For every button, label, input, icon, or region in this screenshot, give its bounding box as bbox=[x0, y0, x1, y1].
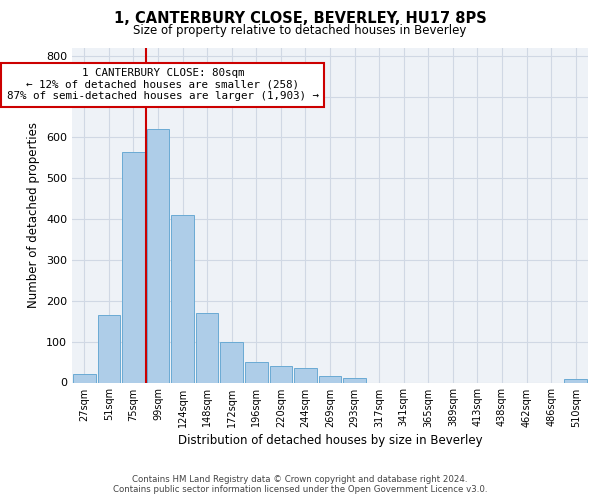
Bar bbox=[319, 376, 341, 382]
Bar bbox=[196, 313, 218, 382]
X-axis label: Distribution of detached houses by size in Beverley: Distribution of detached houses by size … bbox=[178, 434, 482, 446]
Bar bbox=[171, 215, 194, 382]
Bar bbox=[343, 378, 366, 382]
Bar bbox=[122, 152, 145, 382]
Text: Size of property relative to detached houses in Beverley: Size of property relative to detached ho… bbox=[133, 24, 467, 37]
Bar bbox=[245, 362, 268, 382]
Bar bbox=[269, 366, 292, 382]
Text: 1, CANTERBURY CLOSE, BEVERLEY, HU17 8PS: 1, CANTERBURY CLOSE, BEVERLEY, HU17 8PS bbox=[113, 11, 487, 26]
Bar bbox=[220, 342, 243, 382]
Bar bbox=[73, 374, 95, 382]
Bar bbox=[98, 315, 120, 382]
Bar bbox=[565, 379, 587, 382]
Text: 1 CANTERBURY CLOSE: 80sqm
← 12% of detached houses are smaller (258)
87% of semi: 1 CANTERBURY CLOSE: 80sqm ← 12% of detac… bbox=[7, 68, 319, 101]
Y-axis label: Number of detached properties: Number of detached properties bbox=[28, 122, 40, 308]
Text: Contains HM Land Registry data © Crown copyright and database right 2024.
Contai: Contains HM Land Registry data © Crown c… bbox=[113, 474, 487, 494]
Bar bbox=[294, 368, 317, 382]
Bar bbox=[146, 129, 169, 382]
